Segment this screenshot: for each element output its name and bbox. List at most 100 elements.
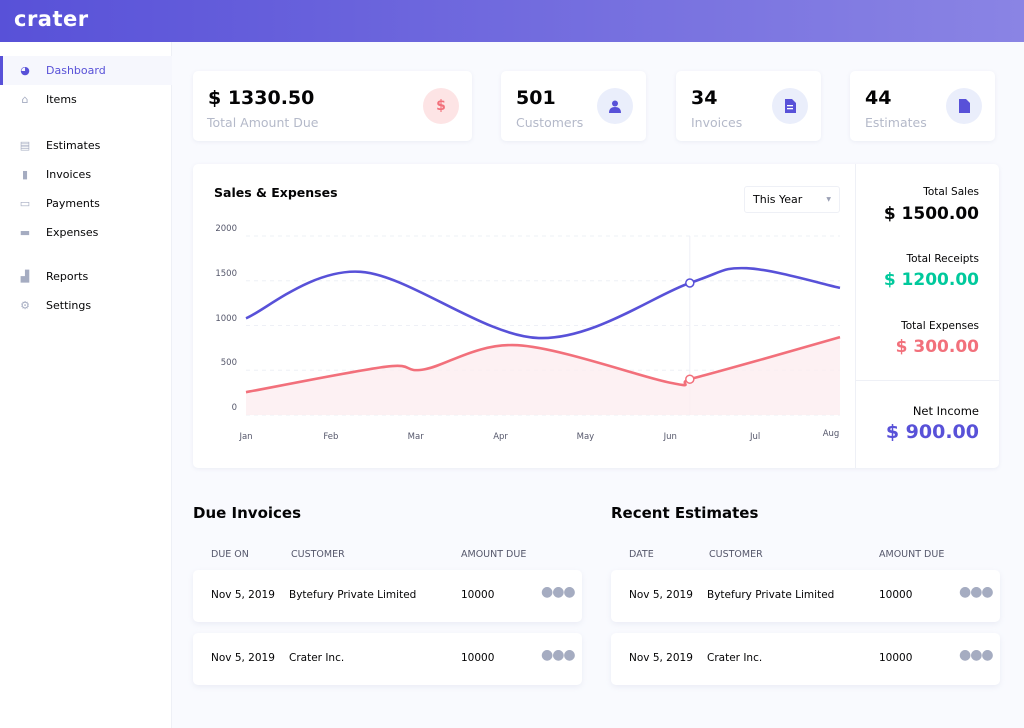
- logo[interactable]: crater: [14, 7, 89, 31]
- user-icon: [597, 88, 633, 124]
- amount: 10000: [879, 589, 913, 601]
- money-icon: ▬: [19, 226, 31, 239]
- chevron-down-icon: ▼: [826, 196, 831, 203]
- x-tick-label: Jun: [663, 432, 677, 442]
- stat-card-estimates[interactable]: 44 Estimates: [850, 71, 995, 141]
- basket-icon: ⌂: [21, 93, 29, 106]
- stat-card-customers[interactable]: 501 Customers: [501, 71, 646, 141]
- column-header[interactable]: AMOUNT DUE: [879, 549, 945, 560]
- gear-icon: ⚙: [20, 299, 30, 312]
- sidebar-item-items[interactable]: ⌂ Items: [0, 85, 172, 114]
- sidebar-item-settings[interactable]: ⚙ Settings: [0, 291, 172, 320]
- x-tick-label: May: [576, 432, 595, 442]
- chart-title: Sales & Expenses: [214, 185, 338, 200]
- x-tick-label: Aug: [822, 429, 840, 439]
- table-row[interactable]: Nov 5, 2019 Crater Inc. 10000 ●●●: [611, 633, 1000, 685]
- total-receipts-label: Total Receipts: [906, 253, 979, 265]
- sales-expenses-card: Sales & Expenses This Year ▼ 2000 1500 1000…: [193, 164, 999, 468]
- y-tick-label: 500: [220, 358, 237, 369]
- nav-label: Payments: [46, 197, 100, 210]
- x-tick-label: Jul: [750, 432, 761, 442]
- x-tick-label: Apr: [493, 432, 508, 442]
- column-header[interactable]: DATE: [629, 549, 654, 560]
- total-sales-value: $ 1500.00: [883, 204, 979, 224]
- stat-card-invoices[interactable]: 34 Invoices: [676, 71, 821, 141]
- document-icon: ▤: [19, 139, 31, 152]
- stat-value: 501: [516, 87, 556, 109]
- sidebar-item-payments[interactable]: ▭ Payments: [0, 189, 172, 218]
- nav-label: Invoices: [46, 168, 92, 181]
- period-value: This Year: [753, 193, 803, 206]
- column-header[interactable]: DUE ON: [211, 549, 249, 560]
- more-options-icon[interactable]: ●●●: [541, 647, 576, 663]
- nav-label: Dashboard: [46, 64, 106, 77]
- net-income-value: $ 900.00: [885, 421, 979, 443]
- sidebar-item-dashboard[interactable]: ◕ Dashboard: [0, 56, 172, 85]
- nav-label: Expenses: [46, 226, 99, 239]
- total-expenses-value: $ 300.00: [895, 337, 979, 357]
- x-tick-label: Mar: [407, 432, 424, 442]
- sidebar-item-estimates[interactable]: ▤ Estimates: [0, 131, 172, 160]
- more-options-icon[interactable]: ●●●: [959, 647, 994, 663]
- sidebar-item-reports[interactable]: ▟ Reports: [0, 262, 172, 291]
- nav-label: Settings: [46, 299, 92, 312]
- divider: [855, 380, 999, 381]
- nav-label: Items: [46, 93, 77, 106]
- stat-label: Customers: [516, 115, 584, 130]
- expenses-point[interactable]: [685, 374, 695, 384]
- x-tick-label: Jan: [239, 432, 253, 442]
- sidebar-item-invoices[interactable]: ▮ Invoices: [0, 160, 172, 189]
- divider: [855, 164, 856, 468]
- total-receipts-value: $ 1200.00: [883, 270, 979, 290]
- due-date: Nov 5, 2019: [211, 589, 275, 601]
- net-income-label: Net Income: [912, 404, 979, 418]
- customer: Bytefury Private Limited: [707, 589, 835, 601]
- nav-label: Reports: [46, 270, 89, 283]
- due-invoices-title: Due Invoices: [193, 504, 302, 522]
- expenses-line: [245, 335, 841, 394]
- table-row[interactable]: Nov 5, 2019 Crater Inc. 10000 ●●●: [193, 633, 582, 685]
- stat-card-amount-due[interactable]: $ 1330.50 Total Amount Due $: [193, 71, 472, 141]
- stat-label: Estimates: [865, 115, 927, 130]
- invoice-icon: [772, 88, 808, 124]
- credit-card-icon: ▭: [19, 197, 31, 210]
- dollar-icon: $: [423, 88, 459, 124]
- more-options-icon[interactable]: ●●●: [541, 584, 576, 600]
- total-expenses-label: Total Expenses: [901, 320, 979, 332]
- customer: Crater Inc.: [289, 652, 345, 664]
- table-row[interactable]: Nov 5, 2019 Bytefury Private Limited 100…: [193, 570, 582, 622]
- y-tick-label: 1500: [215, 268, 237, 279]
- period-select[interactable]: This Year ▼: [744, 186, 840, 213]
- y-tick-label: 0: [231, 403, 237, 413]
- recent-estimates-title: Recent Estimates: [611, 504, 759, 522]
- sidebar-item-expenses[interactable]: ▬ Expenses: [0, 218, 172, 247]
- dashboard-icon: ◕: [20, 64, 30, 77]
- file-icon: ▮: [21, 168, 29, 181]
- column-header[interactable]: CUSTOMER: [709, 549, 763, 560]
- amount: 10000: [461, 589, 495, 601]
- column-header[interactable]: CUSTOMER: [291, 549, 345, 560]
- column-header[interactable]: AMOUNT DUE: [461, 549, 527, 560]
- sales-line: [245, 266, 841, 340]
- sidebar: ◕ Dashboard ⌂ Items ▤ Estimates ▮ Invoices ▭…: [0, 42, 172, 728]
- stat-label: Total Amount Due: [207, 115, 319, 130]
- sales-point[interactable]: [685, 278, 695, 288]
- due-date: Nov 5, 2019: [211, 652, 275, 664]
- more-options-icon[interactable]: ●●●: [959, 584, 994, 600]
- amount: 10000: [879, 652, 913, 664]
- line-chart: [245, 235, 841, 416]
- estimate-icon: [946, 88, 982, 124]
- chart-icon: ▟: [20, 270, 30, 283]
- total-sales-label: Total Sales: [923, 186, 979, 198]
- stat-label: Invoices: [691, 115, 743, 130]
- customer: Crater Inc.: [707, 652, 763, 664]
- top-header: crater: [0, 0, 1024, 42]
- nav-label: Estimates: [46, 139, 101, 152]
- stat-value: 44: [865, 87, 892, 109]
- y-tick-label: 1000: [215, 313, 237, 324]
- estimate-date: Nov 5, 2019: [629, 589, 693, 601]
- stat-value: 34: [691, 87, 718, 109]
- estimate-date: Nov 5, 2019: [629, 652, 693, 664]
- table-row[interactable]: Nov 5, 2019 Bytefury Private Limited 100…: [611, 570, 1000, 622]
- y-tick-label: 2000: [215, 224, 237, 234]
